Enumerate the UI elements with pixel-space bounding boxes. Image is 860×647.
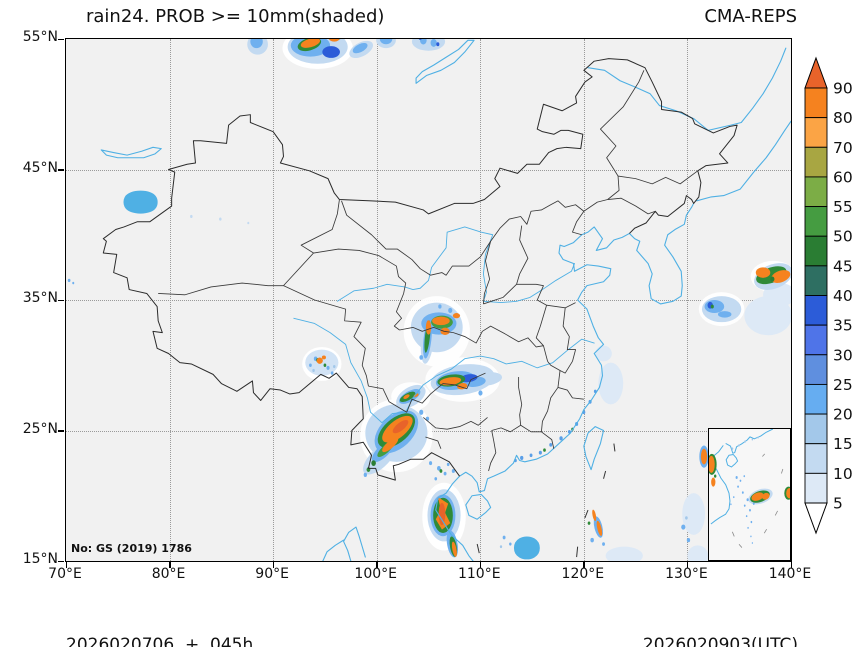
lon-tick <box>65 562 67 568</box>
lon-tick <box>790 562 792 568</box>
colorbar-segment <box>804 146 828 178</box>
colorbar-segment <box>804 443 828 474</box>
model-name-label: CMA-REPS <box>704 6 797 27</box>
colorbar-tick-label: 80 <box>833 109 853 127</box>
colorbar-tick-label: 70 <box>833 139 853 157</box>
south-china-sea-inset <box>708 428 791 561</box>
nine-dash-line <box>477 444 615 558</box>
precipitation-shading <box>67 39 791 561</box>
province-boundaries <box>158 70 698 471</box>
lat-tick-label: 55°N <box>22 29 58 45</box>
colorbar-tick-label: 25 <box>833 376 853 394</box>
lon-tick-label: 110°E <box>457 566 501 582</box>
colorbar-segment <box>804 413 828 445</box>
colorbar-tick-label: 50 <box>833 228 853 246</box>
colorbar-tick-label: 15 <box>833 435 853 453</box>
colorbar-tick-label: 30 <box>833 346 853 364</box>
valid-time-utc: 2026020903(UTC) <box>642 635 798 647</box>
colorbar-tick-label: 20 <box>833 406 853 424</box>
china-map <box>67 39 791 561</box>
colorbar-tick-label: 55 <box>833 198 853 216</box>
lon-tick-label: 120°E <box>561 566 605 582</box>
lat-tick <box>58 430 64 432</box>
probability-colorbar: 90 80 70 60 55 50 45 40 35 30 25 20 15 10 5 <box>801 52 860 552</box>
lon-tick <box>686 562 689 568</box>
init-time-utc: 2026020706 + 045h <box>66 635 254 647</box>
chart-title: rain24. PROB >= 10mm(shaded) <box>86 6 385 27</box>
init-time-labels: 2026020706 + 045h 2026020714 + 045h <box>66 588 253 647</box>
lon-tick <box>583 562 585 568</box>
colorbar-segment <box>804 56 828 89</box>
lon-tick <box>169 562 171 568</box>
lat-tick-label: 25°N <box>22 420 58 437</box>
colorbar-segment <box>804 235 828 267</box>
lon-tick-label: 80°E <box>151 566 186 582</box>
lat-tick <box>58 38 64 40</box>
lon-tick <box>376 562 378 568</box>
lon-tick <box>272 562 275 568</box>
map-frame: No: GS (2019) 1786 <box>58 38 792 568</box>
valid-time-labels: 2026020903(UTC) 2026020911(CST) <box>643 588 798 647</box>
lon-tick-label: 70°E <box>48 566 82 582</box>
lon-tick-label: 100°E <box>354 566 397 582</box>
lat-tick <box>58 560 64 562</box>
colorbar-segment <box>804 295 828 326</box>
colorbar-tick-label: 40 <box>833 287 853 305</box>
lat-tick-label: 15°N <box>22 551 58 567</box>
lat-tick <box>58 169 64 171</box>
colorbar-tick-label: 60 <box>833 168 853 186</box>
lon-tick-label: 140°E <box>768 566 812 582</box>
colorbar-segment <box>804 354 828 385</box>
lat-tick <box>58 299 64 301</box>
colorbar-tick-label: 5 <box>833 495 843 513</box>
colorbar-segment <box>804 117 828 148</box>
lon-tick-label: 90°E <box>255 566 289 582</box>
lon-tick <box>479 562 482 568</box>
lon-tick-label: 130°E <box>665 566 708 582</box>
colorbar-segment <box>804 206 828 237</box>
colorbar-segment <box>804 502 828 535</box>
colorbar-tick-label: 45 <box>833 257 853 275</box>
license-note: No: GS (2019) 1786 <box>71 542 192 555</box>
lat-tick-label: 45°N <box>22 159 58 176</box>
national-boundary <box>103 59 737 558</box>
colorbar-segment <box>804 87 828 119</box>
colorbar-segment <box>804 176 828 208</box>
colorbar-segment <box>804 324 828 356</box>
colorbar-tick-label: 90 <box>833 80 853 98</box>
colorbar-segment <box>804 472 828 504</box>
gridline-lat <box>66 169 791 171</box>
colorbar-segment <box>804 265 828 296</box>
lat-tick-label: 35°N <box>22 290 58 306</box>
coastline-and-rivers <box>101 40 791 561</box>
colorbar-segment <box>804 383 828 415</box>
colorbar-tick-label: 35 <box>833 317 853 335</box>
colorbar-tick-label: 10 <box>833 465 853 483</box>
